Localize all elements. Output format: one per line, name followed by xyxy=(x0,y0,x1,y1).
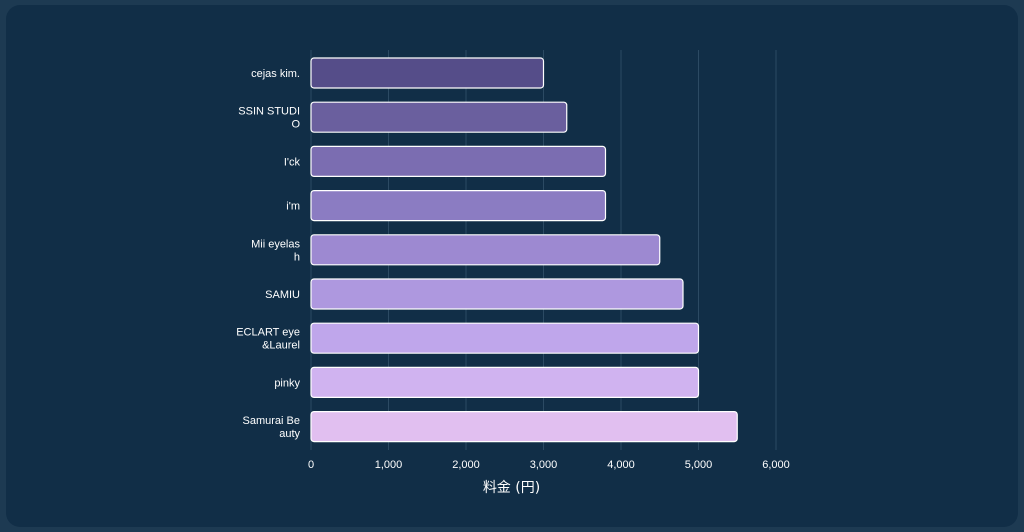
bar xyxy=(310,322,700,354)
category-label: ECLART eye &Laurel xyxy=(236,327,300,352)
x-tick-label: 4,000 xyxy=(607,459,635,471)
category-label: SAMIU xyxy=(265,289,300,301)
bar xyxy=(310,278,684,310)
bar xyxy=(310,234,661,266)
bar xyxy=(310,145,607,177)
category-label: I'ck xyxy=(284,156,301,168)
x-tick-label: 0 xyxy=(308,459,314,471)
category-label: SSIN STUDI O xyxy=(238,106,300,131)
bar xyxy=(310,366,700,398)
x-axis-title: 料金 (円) xyxy=(483,480,540,496)
x-tick-label: 5,000 xyxy=(685,459,713,471)
category-label: cejas kim. xyxy=(251,68,300,80)
x-tick-label: 3,000 xyxy=(530,459,558,471)
bar xyxy=(310,190,607,222)
x-tick-label: 6,000 xyxy=(762,459,790,471)
category-label: pinky xyxy=(274,377,300,389)
bars xyxy=(310,57,738,443)
x-tick-label: 2,000 xyxy=(452,459,480,471)
x-tick-labels: 0 1,000 2,000 3,000 4,000 5,000 6,000 xyxy=(308,459,790,471)
bar xyxy=(310,57,545,89)
category-label: Samurai Be auty xyxy=(243,415,301,440)
category-label: i'm xyxy=(286,201,300,213)
category-labels: cejas kim. SSIN STUDI O I'ck i'm Mii eyelas h S… xyxy=(236,68,300,440)
x-tick-label: 1,000 xyxy=(375,459,403,471)
bar xyxy=(310,411,738,443)
bar xyxy=(310,101,568,133)
category-label: Mii eyelas h xyxy=(251,238,300,263)
